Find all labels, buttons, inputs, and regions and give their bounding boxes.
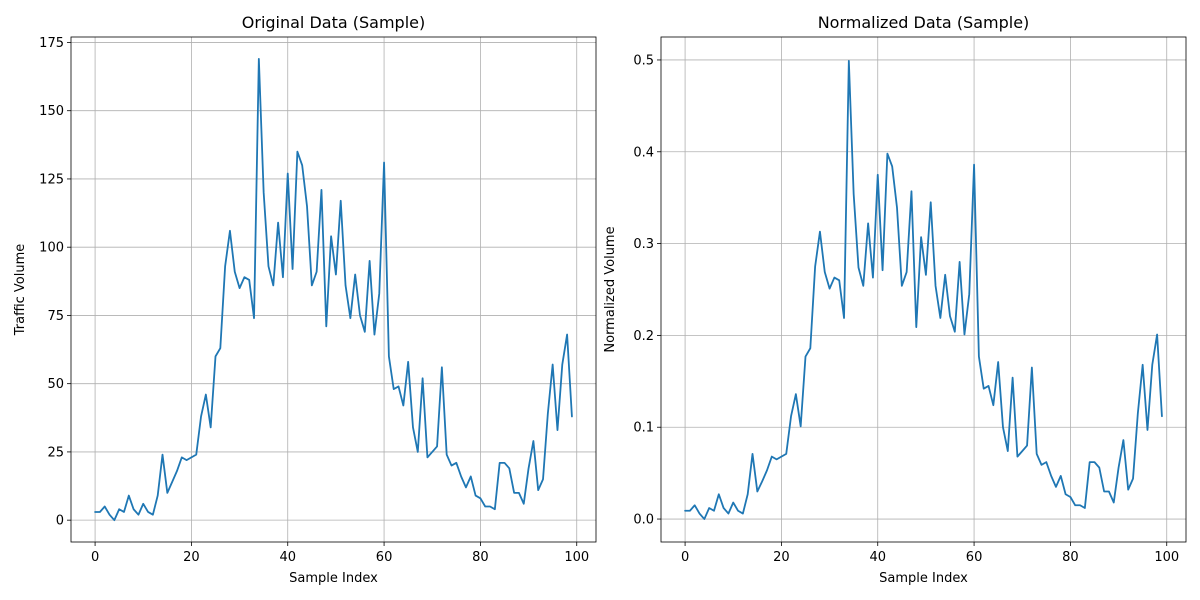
y-tick-label: 0.5	[633, 53, 654, 68]
y-tick-label: 175	[39, 36, 64, 51]
x-tick-label: 60	[966, 550, 983, 565]
x-axis-label: Sample Index	[879, 571, 968, 586]
x-tick-label: 20	[183, 550, 200, 565]
y-tick-label: 0.0	[633, 513, 654, 528]
chart-panel-2: 0 20 40 60 80 100 0.0 0.1 0.2 0.3 0.4 0.5 Normalized…	[603, 13, 1187, 586]
plot-frame	[70, 36, 597, 543]
y-tick-label: 0.1	[633, 421, 654, 436]
x-tick-label: 40	[869, 550, 886, 565]
x-tick-label: 0	[681, 550, 689, 565]
y-tick-label: 0.2	[633, 329, 654, 344]
x-axis-label: Sample Index	[289, 571, 378, 586]
series-line	[684, 59, 1163, 520]
y-tick-label: 0.3	[633, 237, 654, 252]
x-tick-label: 20	[773, 550, 790, 565]
y-axis-label: Normalized Volume	[603, 226, 618, 352]
y-tick-label: 25	[47, 445, 64, 460]
y-tick-label: 100	[39, 241, 64, 256]
y-axis-label: Traffic Volume	[13, 244, 28, 337]
x-tick-label: 0	[91, 550, 99, 565]
y-tick-label: 125	[39, 172, 64, 187]
series-line	[94, 57, 573, 522]
y-tick-label: 150	[39, 104, 64, 119]
x-tick-label: 60	[376, 550, 393, 565]
x-tick-label: 100	[1154, 550, 1179, 565]
chart-title: Normalized Data (Sample)	[818, 13, 1030, 32]
chart-title: Original Data (Sample)	[242, 13, 425, 32]
x-tick-label: 100	[564, 550, 589, 565]
y-tick-label: 0.4	[633, 145, 654, 160]
plot-frame	[660, 36, 1187, 543]
x-tick-label: 40	[279, 550, 296, 565]
y-tick-label: 75	[47, 309, 64, 324]
y-tick-label: 0	[56, 514, 64, 529]
x-tick-label: 80	[472, 550, 489, 565]
x-tick-label: 80	[1062, 550, 1079, 565]
chart-panel-1: 0 20 40 60 80 100 0 25 50 75 100 125 150 175 Original …	[13, 13, 597, 586]
y-tick-label: 50	[47, 377, 64, 392]
